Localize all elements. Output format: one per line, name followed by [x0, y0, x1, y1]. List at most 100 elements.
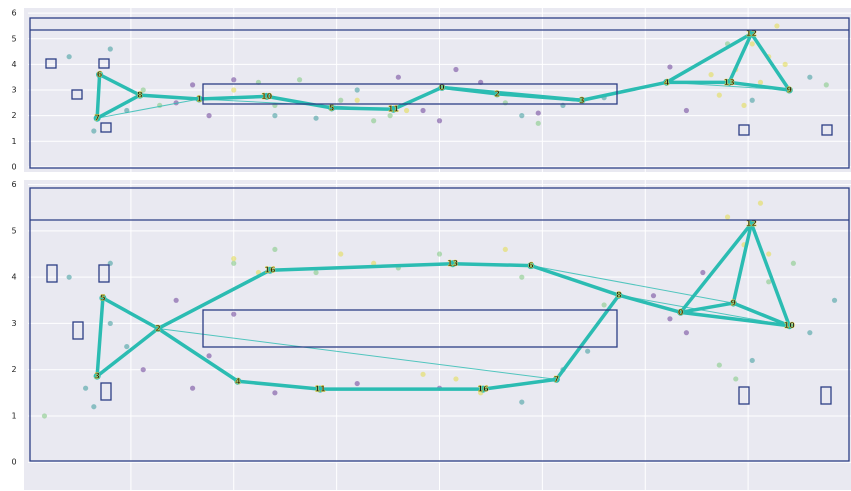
node: [493, 90, 501, 98]
boundary: [29, 187, 850, 462]
scatter-point: [683, 330, 690, 336]
scatter-point: [749, 41, 755, 47]
scatter-point: [807, 74, 813, 80]
scatter-point: [724, 214, 731, 220]
node: [389, 105, 397, 113]
edge: [391, 85, 444, 111]
scatter-point: [436, 118, 443, 124]
scatter-point: [338, 97, 344, 103]
scatter-point: [650, 293, 657, 299]
edge: [156, 268, 272, 331]
y-tick-label: 1: [11, 411, 16, 420]
scatter-point: [173, 297, 179, 303]
scatter-point: [231, 77, 237, 83]
y-tick-label: 0: [11, 162, 16, 171]
faint-edge: [530, 265, 734, 304]
node-label: 6: [97, 70, 103, 79]
scatter-point: [124, 107, 130, 114]
node: [729, 299, 737, 307]
scatter-point: [66, 54, 72, 60]
node: [154, 325, 162, 333]
scatter-point: [206, 353, 212, 359]
node-label: 16: [264, 266, 276, 275]
scatter-point: [667, 64, 673, 70]
obstacles: [29, 17, 850, 462]
scatter-point: [683, 107, 690, 114]
edge: [678, 310, 792, 328]
edge: [617, 293, 683, 315]
scatter-point: [338, 251, 344, 257]
node-label: 2: [155, 324, 161, 333]
scatter-point: [823, 82, 829, 88]
node-label: 8: [137, 91, 143, 100]
node-label: 11: [388, 105, 400, 114]
node-label: 1: [196, 94, 202, 103]
scatter-point: [231, 260, 237, 266]
scatter-point: [708, 72, 714, 78]
node-label: 3: [579, 96, 585, 105]
edge: [731, 301, 792, 328]
scatter-point: [395, 74, 401, 80]
scatter-point: [453, 66, 459, 73]
node: [552, 375, 560, 383]
edge: [329, 106, 396, 111]
scatter-point: [766, 251, 772, 257]
scatter-point: [91, 404, 97, 410]
scatter-point: [231, 256, 237, 262]
scatter-point: [757, 79, 764, 85]
edge: [727, 31, 754, 85]
edge: [678, 221, 754, 315]
node-label: 5: [100, 293, 106, 302]
scatter-point: [91, 128, 97, 134]
node-label: 0: [678, 308, 684, 317]
edge: [678, 301, 736, 315]
scatter-point: [313, 269, 319, 276]
obstacle: [46, 264, 58, 283]
y-tick-label: 5: [11, 226, 16, 235]
faint-edge: [157, 328, 557, 380]
node-label: 10: [261, 92, 273, 101]
scatter-point: [231, 311, 237, 317]
scatter-point: [519, 274, 525, 280]
edge: [95, 72, 102, 120]
scatter-point: [790, 260, 796, 266]
scatter-point: [766, 279, 772, 285]
node-label: 13: [724, 78, 735, 87]
node: [747, 30, 755, 38]
scatter-point: [371, 260, 377, 266]
node: [93, 114, 101, 122]
node: [136, 91, 144, 99]
node: [195, 95, 203, 103]
obstacle: [202, 83, 618, 105]
scatter-point: [387, 113, 393, 119]
node-label: 4: [235, 377, 241, 386]
scatter-point: [140, 87, 146, 93]
edge: [554, 293, 621, 382]
node-label: 4: [664, 78, 670, 87]
edge: [95, 93, 142, 120]
node-label: 8: [616, 291, 622, 300]
edge: [236, 379, 322, 391]
scatter-point: [519, 113, 525, 119]
node: [663, 78, 671, 86]
node-label: 5: [329, 103, 335, 112]
y-tick-label: 0: [11, 458, 16, 467]
scatter-point: [190, 385, 196, 391]
edge: [749, 31, 792, 92]
scatter-point: [757, 200, 764, 206]
node-label: 2: [494, 89, 500, 98]
y-tick-label: 4: [11, 273, 16, 282]
obstacle: [100, 122, 112, 133]
node-label: 9: [731, 299, 737, 308]
scatter-point: [535, 120, 541, 126]
node: [725, 78, 733, 86]
node: [677, 308, 685, 316]
scatter-point: [667, 316, 673, 322]
node-label: 6: [528, 261, 534, 270]
y-tick-label: 5: [11, 34, 16, 43]
node: [93, 372, 101, 380]
node-label: 3: [94, 372, 100, 381]
scatter-point: [272, 246, 278, 253]
